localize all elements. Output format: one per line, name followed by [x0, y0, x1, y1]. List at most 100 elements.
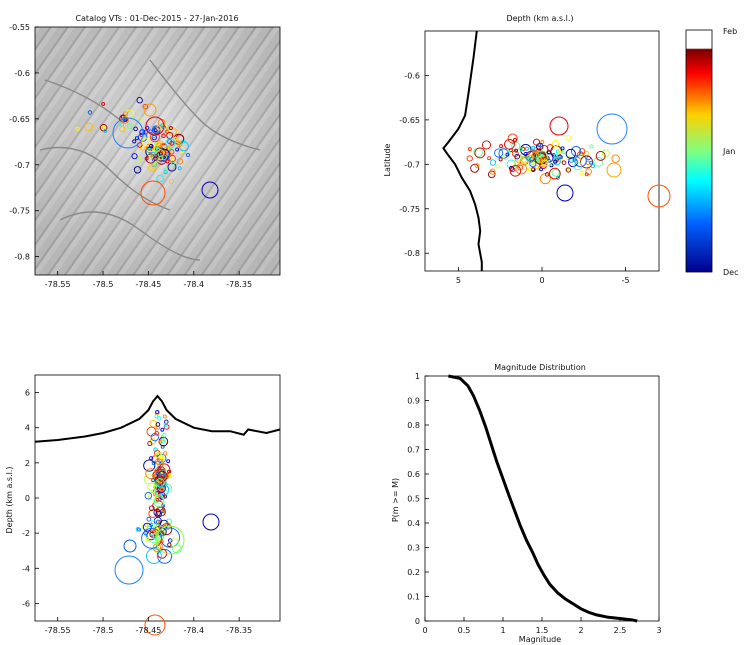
event-circle [144, 491, 153, 500]
event-circle [589, 160, 594, 165]
event-circle [134, 155, 142, 163]
event-circle [201, 181, 219, 199]
event-circle [167, 162, 177, 172]
event-circle [165, 518, 172, 525]
colorbar-mid-label: Jan [722, 147, 735, 156]
event-circle [127, 123, 133, 129]
event-circle [168, 178, 175, 184]
y-tick-label: 0.6 [407, 470, 420, 479]
event-circle [141, 137, 151, 147]
ridge-lines [39, 59, 261, 261]
event-circle [509, 165, 522, 177]
event-circle [527, 167, 532, 171]
event-circle [146, 516, 152, 522]
y-tick-label: 0.1 [407, 593, 420, 602]
event-circle [145, 468, 156, 479]
event-circle [509, 165, 514, 171]
event-circle [584, 172, 589, 177]
event-circle [502, 154, 509, 161]
event-circle [132, 139, 137, 144]
event-circle [163, 423, 170, 430]
event-circle [177, 166, 182, 171]
event-circle [148, 129, 153, 134]
y-tick-label: 0.5 [407, 495, 420, 504]
map-events [75, 97, 219, 206]
colorbar: Feb Jan Dec [685, 27, 738, 277]
event-circle [155, 525, 185, 555]
x-tick-label: 1.5 [536, 626, 549, 635]
event-circle [514, 148, 519, 153]
event-circle [160, 470, 166, 477]
event-circle [131, 153, 138, 160]
x-tick-label: -78.5 [93, 280, 114, 289]
y-tick-label: 0 [25, 494, 30, 503]
event-circle [487, 156, 492, 161]
y-tick-label: -0.6 [404, 71, 420, 80]
event-circle [135, 527, 141, 532]
event-circle [119, 126, 126, 133]
y-tick-label: -6 [22, 599, 30, 608]
x-tick-label: -78.4 [183, 626, 204, 635]
event-circle [161, 133, 166, 139]
event-circle [561, 150, 566, 155]
event-circle [520, 146, 526, 152]
event-circle [596, 113, 628, 145]
depth-lat-title: Depth (km a.s.l.) [506, 14, 573, 23]
x-tick-label: 0.5 [458, 626, 471, 635]
event-circle [565, 167, 572, 173]
y-tick-label: -0.75 [399, 205, 420, 214]
event-circle [163, 168, 168, 173]
event-circle [143, 459, 156, 472]
event-circle [140, 180, 166, 206]
event-circle [84, 122, 94, 132]
event-circle [514, 159, 523, 169]
x-tick-label: -78.4 [183, 280, 204, 289]
event-circle [579, 170, 585, 176]
event-circle [552, 140, 559, 147]
event-circle [489, 168, 496, 175]
event-circle [157, 548, 173, 564]
event-circle [555, 149, 560, 154]
x-tick-label: 3 [656, 626, 661, 635]
y-tick-label: 0.7 [407, 446, 420, 455]
event-circle [147, 163, 157, 172]
topography-profile-line [442, 30, 483, 271]
depth-lon-events [114, 410, 220, 636]
x-tick-label: 1 [500, 626, 505, 635]
event-circle [168, 154, 176, 163]
event-circle [466, 155, 473, 162]
event-circle [87, 110, 93, 115]
event-circle [101, 101, 106, 106]
y-tick-label: -0.55 [9, 23, 30, 32]
event-circle [151, 478, 156, 483]
x-tick-label: -78.5 [93, 626, 114, 635]
event-circle [186, 152, 191, 158]
event-circle [544, 172, 550, 177]
event-circle [647, 184, 671, 208]
event-circle [165, 138, 176, 149]
event-circle [145, 116, 165, 136]
event-circle [133, 126, 138, 132]
event-circle [589, 144, 594, 149]
y-tick-label: 0.4 [407, 519, 420, 528]
x-tick-label: -78.55 [45, 626, 71, 635]
event-circle [160, 427, 165, 432]
event-circle [147, 441, 153, 447]
colorbar-top-label: Feb [723, 27, 737, 36]
x-tick-label: -78.45 [136, 626, 162, 635]
event-circle [167, 139, 173, 145]
event-circle [525, 146, 529, 151]
event-circle [161, 154, 167, 161]
event-circle [157, 416, 162, 421]
x-tick-label: -78.55 [45, 280, 71, 289]
event-circle [534, 164, 540, 170]
magnitude-title: Magnitude Distribution [494, 363, 586, 372]
event-circle [504, 138, 515, 150]
event-circle [507, 133, 518, 144]
y-tick-label: 4 [25, 424, 30, 433]
event-circle [523, 151, 528, 156]
event-circle [112, 117, 144, 149]
event-circle [162, 432, 167, 438]
event-circle [550, 145, 562, 157]
event-circle [149, 456, 154, 461]
